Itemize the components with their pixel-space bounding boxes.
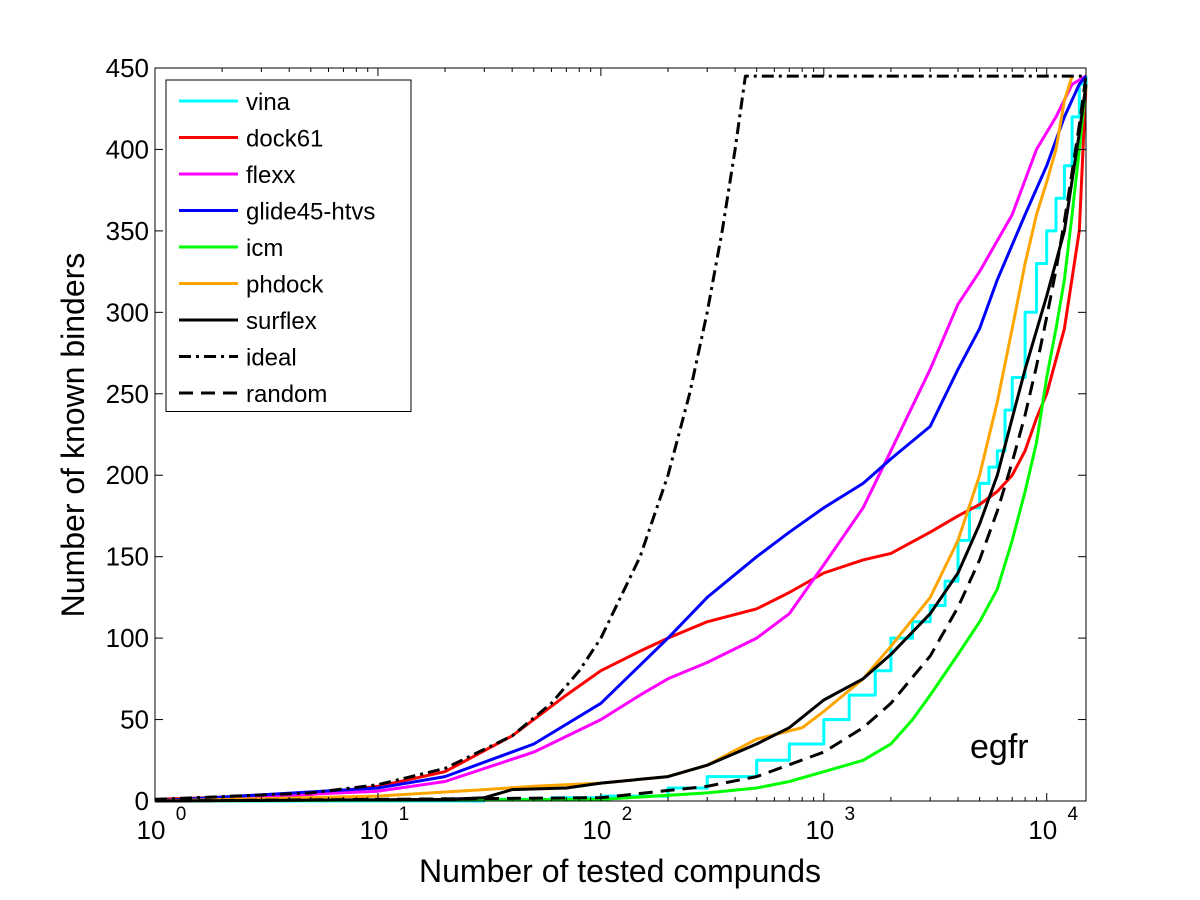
series-line-random — [154, 75, 1088, 803]
x-tick-exponent: 0 — [176, 804, 187, 825]
series-line-phdock — [154, 75, 1074, 803]
legend-label-ideal: ideal — [246, 345, 297, 372]
x-tick-exponent: 2 — [622, 804, 633, 825]
legend-label-surflex: surflex — [246, 308, 317, 335]
x-tick-label: 10 — [582, 815, 611, 845]
y-tick-label: 450 — [106, 53, 149, 83]
legend-label-glide45-htvs: glide45-htvs — [246, 199, 375, 226]
series-line-flexx — [154, 74, 1087, 803]
x-tick-label: 10 — [359, 815, 388, 845]
axes-frame — [154, 67, 1087, 802]
y-tick-label: 250 — [106, 379, 149, 409]
y-tick-label: 300 — [106, 297, 149, 327]
legend-label-random: random — [246, 381, 327, 408]
y-tick-label: 200 — [106, 460, 149, 490]
legend-label-icm: icm — [246, 235, 283, 262]
y-tick-label: 400 — [106, 134, 149, 164]
y-tick-label: 100 — [106, 623, 149, 653]
y-tick-label: 50 — [120, 705, 149, 735]
series-line-glide45-htvs — [154, 75, 1088, 803]
x-tick-exponent: 3 — [845, 804, 856, 825]
y-tick-label: 0 — [135, 786, 149, 816]
legend: vina dock61 flexx glide45-htvs icm phdock surf… — [165, 79, 412, 412]
legend-label-dock61: dock61 — [246, 126, 323, 153]
y-tick-label: 150 — [106, 542, 149, 572]
series-line-icm — [154, 84, 1088, 803]
x-tick-label: 10 — [1028, 815, 1057, 845]
legend-label-flexx: flexx — [246, 162, 295, 189]
y-axis-label: Number of known binders — [55, 253, 91, 618]
plot-area — [154, 74, 1088, 803]
x-tick-label: 10 — [805, 815, 834, 845]
axis-ticks: 0501001502002503003504004501001011021031… — [106, 53, 1086, 845]
series-line-surflex — [154, 84, 1088, 803]
chart-annotation: egfr — [970, 728, 1029, 766]
series-line-vina — [155, 76, 1088, 803]
x-axis-label: Number of tested compunds — [419, 853, 821, 889]
legend-label-phdock: phdock — [246, 272, 324, 299]
x-tick-label: 10 — [137, 815, 166, 845]
y-tick-label: 350 — [106, 216, 149, 246]
x-tick-exponent: 1 — [399, 804, 410, 825]
legend-label-vina: vina — [246, 89, 291, 116]
x-tick-exponent: 4 — [1067, 804, 1078, 825]
series-line-ideal — [154, 74, 1086, 801]
